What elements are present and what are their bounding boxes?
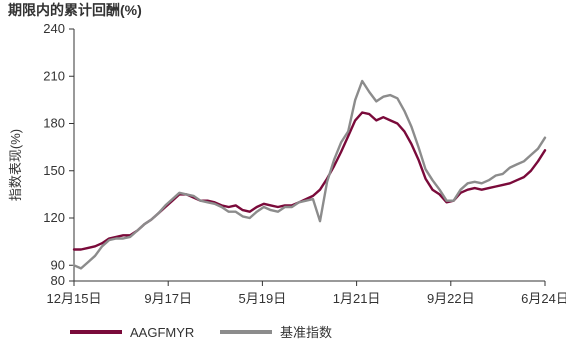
y-tick-label: 150 [43,163,65,178]
x-tick-label: 5月19日 [239,291,287,306]
x-tick-label: 6月24日 [521,291,566,306]
y-axis-label: 指数表现(%) [8,129,23,201]
x-tick-label: 9月22日 [427,291,475,306]
x-tick-label: 12月15日 [47,291,102,306]
chart-title: 期限内的累计回酬(%) [8,2,142,18]
legend-label-1: AAGFMYR [130,325,194,340]
y-tick-label: 210 [43,68,65,83]
y-tick-label: 120 [43,210,65,225]
y-tick-label: 80 [51,273,65,288]
series-layer [72,79,547,270]
x-tick-label: 9月17日 [144,291,192,306]
y-tick-label: 90 [51,257,65,272]
legend: AAGFMYR 基准指数 [70,325,332,340]
legend-label-2: 基准指数 [280,325,332,340]
x-axis: 12月15日 9月17日 5月19日 1月21日 9月22日 6月24日 [47,280,566,306]
y-tick-label: 240 [43,21,65,36]
series-line-2 [72,79,547,270]
y-tick-label: 180 [43,116,65,131]
x-tick-label: 1月21日 [333,291,381,306]
